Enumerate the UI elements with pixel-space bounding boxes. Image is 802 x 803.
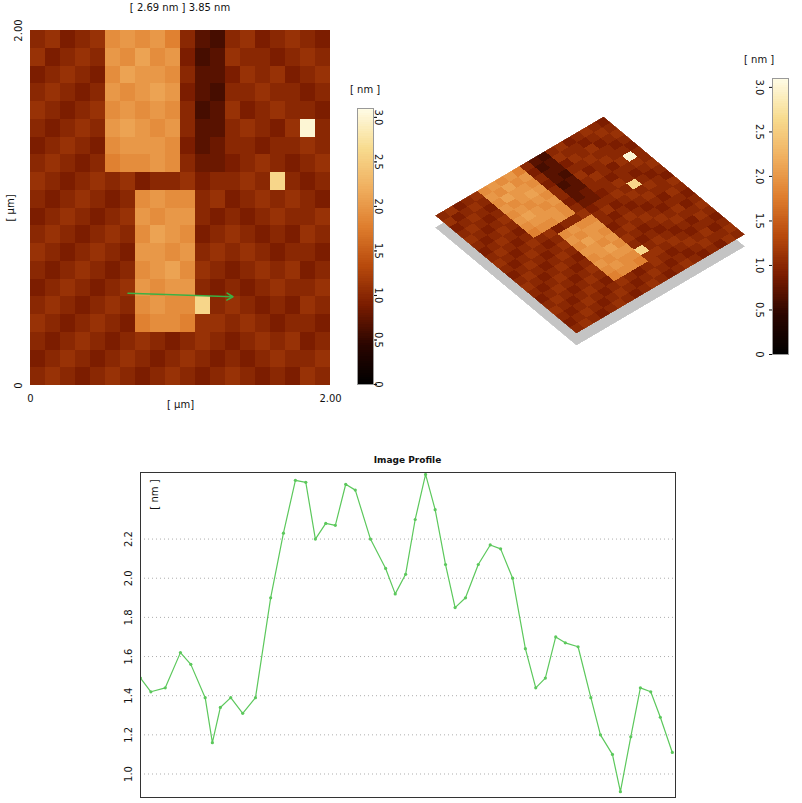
svg-text:2.2: 2.2 bbox=[123, 531, 134, 547]
svg-text:1.5: 1.5 bbox=[373, 243, 384, 259]
svg-text:1.5: 1.5 bbox=[754, 213, 765, 229]
svg-text:0: 0 bbox=[27, 393, 33, 404]
svg-text:[ nm ]: [ nm ] bbox=[149, 479, 160, 509]
svg-text:1.0: 1.0 bbox=[123, 766, 134, 782]
svg-text:1.2: 1.2 bbox=[123, 727, 134, 743]
svg-text:[ µm]: [ µm] bbox=[167, 399, 194, 410]
svg-text:2.00: 2.00 bbox=[319, 393, 341, 404]
svg-text:3.0: 3.0 bbox=[373, 109, 384, 125]
svg-text:0.5: 0.5 bbox=[373, 332, 384, 348]
svg-text:0: 0 bbox=[13, 382, 24, 388]
html-text:[ 2.69 nm ] 3.85 nm: [ 2.69 nm ] 3.85 nm bbox=[129, 2, 231, 13]
svg-text:3.0: 3.0 bbox=[754, 79, 765, 95]
svg-text:1.6: 1.6 bbox=[123, 649, 134, 665]
svg-text:0: 0 bbox=[754, 351, 765, 357]
svg-text:[ µm]: [ µm] bbox=[5, 194, 16, 221]
svg-text:2.5: 2.5 bbox=[373, 154, 384, 170]
svg-text:1.4: 1.4 bbox=[123, 688, 134, 704]
svg-text:2.00: 2.00 bbox=[13, 19, 24, 41]
svg-text:2.5: 2.5 bbox=[754, 124, 765, 140]
svg-text:2.0: 2.0 bbox=[123, 570, 134, 586]
html-text:[ nm ]: [ nm ] bbox=[350, 84, 381, 95]
svg-text:2.0: 2.0 bbox=[754, 168, 765, 184]
svg-text:1.0: 1.0 bbox=[373, 288, 384, 304]
svg-text:0: 0 bbox=[373, 381, 384, 387]
html-text:Image Profile: Image Profile bbox=[373, 455, 442, 465]
html-text:[ nm ]: [ nm ] bbox=[744, 54, 775, 65]
svg-text:1.8: 1.8 bbox=[123, 609, 134, 625]
svg-text:2.0: 2.0 bbox=[373, 198, 384, 214]
svg-text:0.5: 0.5 bbox=[754, 302, 765, 318]
svg-text:1.0: 1.0 bbox=[754, 258, 765, 274]
